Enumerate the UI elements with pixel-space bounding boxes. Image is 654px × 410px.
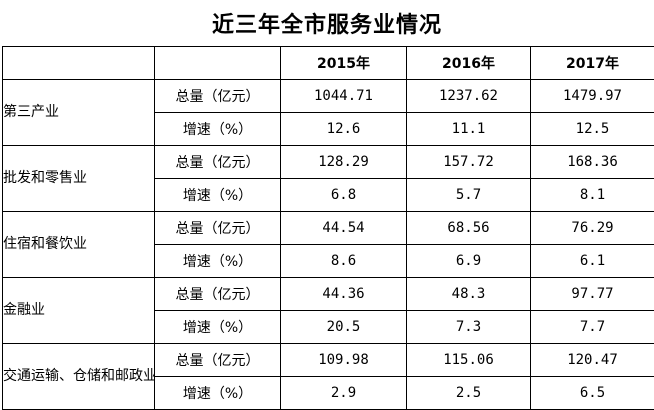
metric-total-cell[interactable]: 总量（亿元） [154, 343, 281, 377]
value-cell[interactable]: 44.54 [280, 211, 407, 245]
value-cell[interactable]: 7.3 [406, 310, 531, 344]
value-cell[interactable]: 1044.71 [280, 79, 407, 113]
value-cell[interactable]: 20.5 [280, 310, 407, 344]
table-row: 金融业 总量（亿元） 44.36 48.3 97.77 [2, 277, 654, 344]
value-cell[interactable]: 44.36 [280, 277, 407, 311]
value-cell[interactable]: 11.1 [406, 112, 531, 146]
metric-total-cell[interactable]: 总量（亿元） [154, 79, 281, 113]
table-title: 近三年全市服务业情况 [211, 13, 442, 38]
metric-total-cell[interactable]: 总量（亿元） [154, 277, 281, 311]
value-cell[interactable]: 2.5 [406, 376, 531, 410]
value-cell[interactable]: 1237.62 [406, 79, 531, 113]
value-cell[interactable]: 6.1 [530, 244, 654, 278]
table-row: 增速（%） 8.6 6.9 6.1 [3, 244, 654, 278]
value-cell[interactable]: 157.72 [406, 145, 531, 179]
metric-growth-cell[interactable]: 增速（%） [154, 112, 281, 146]
services-table: 2015年 2016年 2017年 第三产业 总量（亿元） 1044.71 12… [2, 46, 654, 410]
value-cell[interactable]: 168.36 [530, 145, 654, 179]
table-row: 增速（%） 2.9 2.5 6.5 [3, 376, 654, 410]
value-cell[interactable]: 2.9 [280, 376, 407, 410]
value-cell[interactable]: 7.7 [530, 310, 654, 344]
year-header-2015[interactable]: 2015年 [280, 46, 407, 80]
category-cell[interactable]: 批发和零售业 [2, 145, 155, 212]
metric-growth-cell[interactable]: 增速（%） [154, 376, 281, 410]
header-corner-cell[interactable] [2, 46, 155, 80]
value-cell[interactable]: 120.47 [530, 343, 654, 377]
value-cell[interactable]: 12.5 [530, 112, 654, 146]
value-cell[interactable]: 6.8 [280, 178, 407, 212]
value-cell[interactable]: 68.56 [406, 211, 531, 245]
table-row: 第三产业 总量（亿元） 1044.71 1237.62 1479.97 [2, 79, 654, 146]
value-cell[interactable]: 97.77 [530, 277, 654, 311]
category-cell[interactable]: 住宿和餐饮业 [2, 211, 155, 278]
value-cell[interactable]: 6.9 [406, 244, 531, 278]
category-cell[interactable]: 第三产业 [2, 79, 155, 146]
category-cell[interactable]: 金融业 [2, 277, 155, 344]
category-cell[interactable]: 交通运输、仓储和邮政业 [2, 343, 155, 410]
table-row: 批发和零售业 总量（亿元） 128.29 157.72 168.36 [2, 145, 654, 212]
value-cell[interactable]: 128.29 [280, 145, 407, 179]
value-cell[interactable]: 5.7 [406, 178, 531, 212]
value-cell[interactable]: 76.29 [530, 211, 654, 245]
value-cell[interactable]: 12.6 [280, 112, 407, 146]
header-metric-cell[interactable] [154, 46, 281, 80]
value-cell[interactable]: 48.3 [406, 277, 531, 311]
value-cell[interactable]: 8.6 [280, 244, 407, 278]
value-cell[interactable]: 8.1 [530, 178, 654, 212]
metric-total-cell[interactable]: 总量（亿元） [154, 145, 281, 179]
year-header-2017[interactable]: 2017年 [530, 46, 654, 80]
table-row: 增速（%） 12.6 11.1 12.5 [3, 112, 654, 146]
metric-growth-cell[interactable]: 增速（%） [154, 178, 281, 212]
table-row: 增速（%） 6.8 5.7 8.1 [3, 178, 654, 212]
metric-growth-cell[interactable]: 增速（%） [154, 244, 281, 278]
metric-total-cell[interactable]: 总量（亿元） [154, 211, 281, 245]
value-cell[interactable]: 109.98 [280, 343, 407, 377]
header-row: 2015年 2016年 2017年 [2, 46, 654, 80]
year-header-2016[interactable]: 2016年 [406, 46, 531, 80]
metric-growth-cell[interactable]: 增速（%） [154, 310, 281, 344]
table-row: 增速（%） 20.5 7.3 7.7 [3, 310, 654, 344]
table-row: 住宿和餐饮业 总量（亿元） 44.54 68.56 76.29 [2, 211, 654, 278]
table-row: 交通运输、仓储和邮政业 总量（亿元） 109.98 115.06 120.47 [2, 343, 654, 410]
value-cell[interactable]: 1479.97 [530, 79, 654, 113]
value-cell[interactable]: 115.06 [406, 343, 531, 377]
value-cell[interactable]: 6.5 [530, 376, 654, 410]
